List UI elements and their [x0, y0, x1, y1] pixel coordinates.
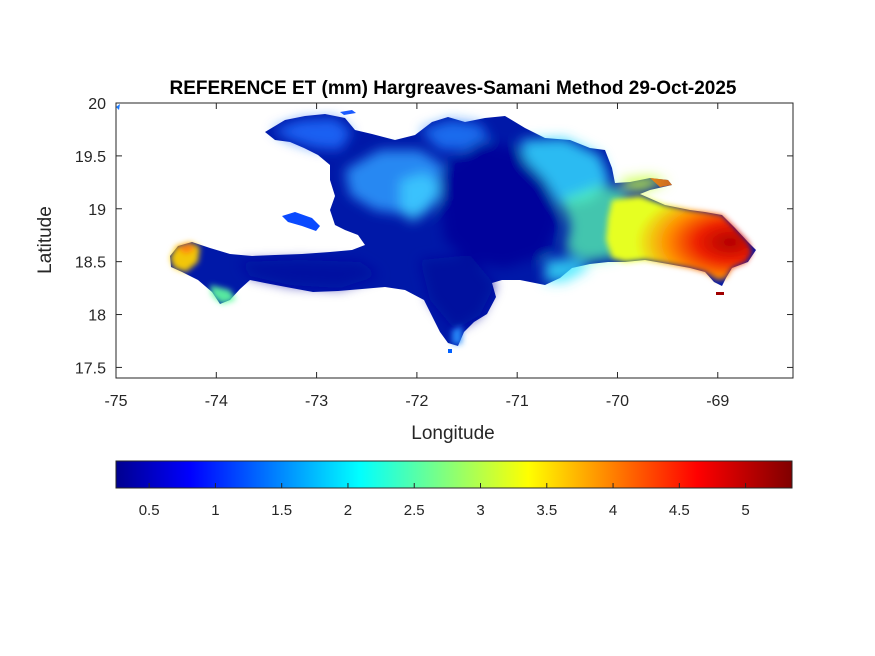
- zone-samana-tip: [650, 178, 672, 187]
- y-tick-label: 19.5: [75, 149, 106, 166]
- zone-sw-dr: [420, 255, 495, 330]
- colorbar: [115, 460, 793, 489]
- colorbar-tick-label: 4.5: [669, 502, 690, 519]
- beata-island: [448, 349, 452, 353]
- zone-south-coast-cyan: [545, 258, 590, 282]
- zone-sw-coast: [210, 285, 236, 304]
- gonave-island: [282, 212, 320, 231]
- x-axis-label: Longitude: [411, 423, 494, 444]
- zone-sw-tip-hot: [176, 243, 196, 254]
- et-map: [116, 104, 756, 353]
- map-title: REFERENCE ET (mm) Hargreaves-Samani Meth…: [170, 78, 737, 99]
- y-tick-label: 18: [88, 308, 106, 325]
- colorbar-tick-label: 1.5: [271, 502, 292, 519]
- x-tick-label: -72: [405, 393, 428, 410]
- colorbar-tick-label: 3.5: [536, 502, 557, 519]
- y-axis-label: Latitude: [35, 206, 56, 274]
- zone-artibonite: [400, 172, 440, 222]
- zone-east-dr: [606, 196, 752, 280]
- colorbar-tick-label: 0.5: [139, 502, 160, 519]
- y-tick-label: 20: [88, 96, 106, 113]
- x-tick-label: -73: [305, 393, 328, 410]
- colorbar-tick-label: 2.5: [404, 502, 425, 519]
- zone-haiti-northcoast: [420, 120, 490, 150]
- colorbar-tick-label: 2: [344, 502, 352, 519]
- y-axis: 17.5 18 18.5 19 19.5 20: [75, 96, 793, 377]
- zone-cordillera: [440, 140, 560, 268]
- x-tick-label: -69: [706, 393, 729, 410]
- colorbar-tick-label: 3: [476, 502, 484, 519]
- colorbar-tick-label: 4: [609, 502, 617, 519]
- x-axis: -75 -74 -73 -72 -71 -70 -69: [104, 103, 729, 410]
- x-tick-label: -71: [506, 393, 529, 410]
- y-tick-label: 17.5: [75, 360, 106, 377]
- x-tick-label: -75: [104, 393, 127, 410]
- x-tick-label: -74: [205, 393, 228, 410]
- zone-haiti-south: [240, 260, 380, 288]
- y-tick-label: 18.5: [75, 255, 106, 272]
- colorbar-ticks: 0.5 1 1.5 2 2.5 3 3.5 4 4.5 5: [139, 483, 750, 519]
- y-tick-label: 19: [88, 202, 106, 219]
- zone-cibao: [520, 138, 610, 205]
- saona-island: [716, 292, 724, 295]
- corner-islet: [116, 104, 120, 110]
- zone-pedernales: [452, 326, 462, 344]
- tortuga-island: [340, 110, 356, 115]
- x-tick-label: -70: [606, 393, 629, 410]
- colorbar-tick-label: 1: [211, 502, 219, 519]
- colorbar-tick-label: 5: [741, 502, 749, 519]
- zone-haiti-north: [272, 118, 352, 150]
